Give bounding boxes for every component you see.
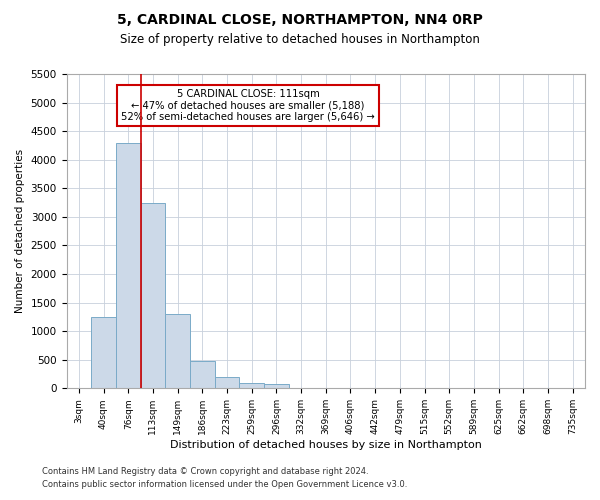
Text: Contains HM Land Registry data © Crown copyright and database right 2024.: Contains HM Land Registry data © Crown c… bbox=[42, 467, 368, 476]
Bar bbox=[190, 361, 215, 388]
Bar bbox=[91, 317, 116, 388]
Bar bbox=[165, 314, 190, 388]
Bar bbox=[239, 382, 264, 388]
Text: Size of property relative to detached houses in Northampton: Size of property relative to detached ho… bbox=[120, 32, 480, 46]
Bar bbox=[264, 384, 289, 388]
Bar bbox=[140, 202, 165, 388]
Bar bbox=[215, 377, 239, 388]
Text: 5, CARDINAL CLOSE, NORTHAMPTON, NN4 0RP: 5, CARDINAL CLOSE, NORTHAMPTON, NN4 0RP bbox=[117, 12, 483, 26]
X-axis label: Distribution of detached houses by size in Northampton: Distribution of detached houses by size … bbox=[170, 440, 482, 450]
Text: 5 CARDINAL CLOSE: 111sqm
← 47% of detached houses are smaller (5,188)
52% of sem: 5 CARDINAL CLOSE: 111sqm ← 47% of detach… bbox=[121, 89, 375, 122]
Text: Contains public sector information licensed under the Open Government Licence v3: Contains public sector information licen… bbox=[42, 480, 407, 489]
Y-axis label: Number of detached properties: Number of detached properties bbox=[15, 149, 25, 313]
Bar bbox=[116, 142, 140, 388]
